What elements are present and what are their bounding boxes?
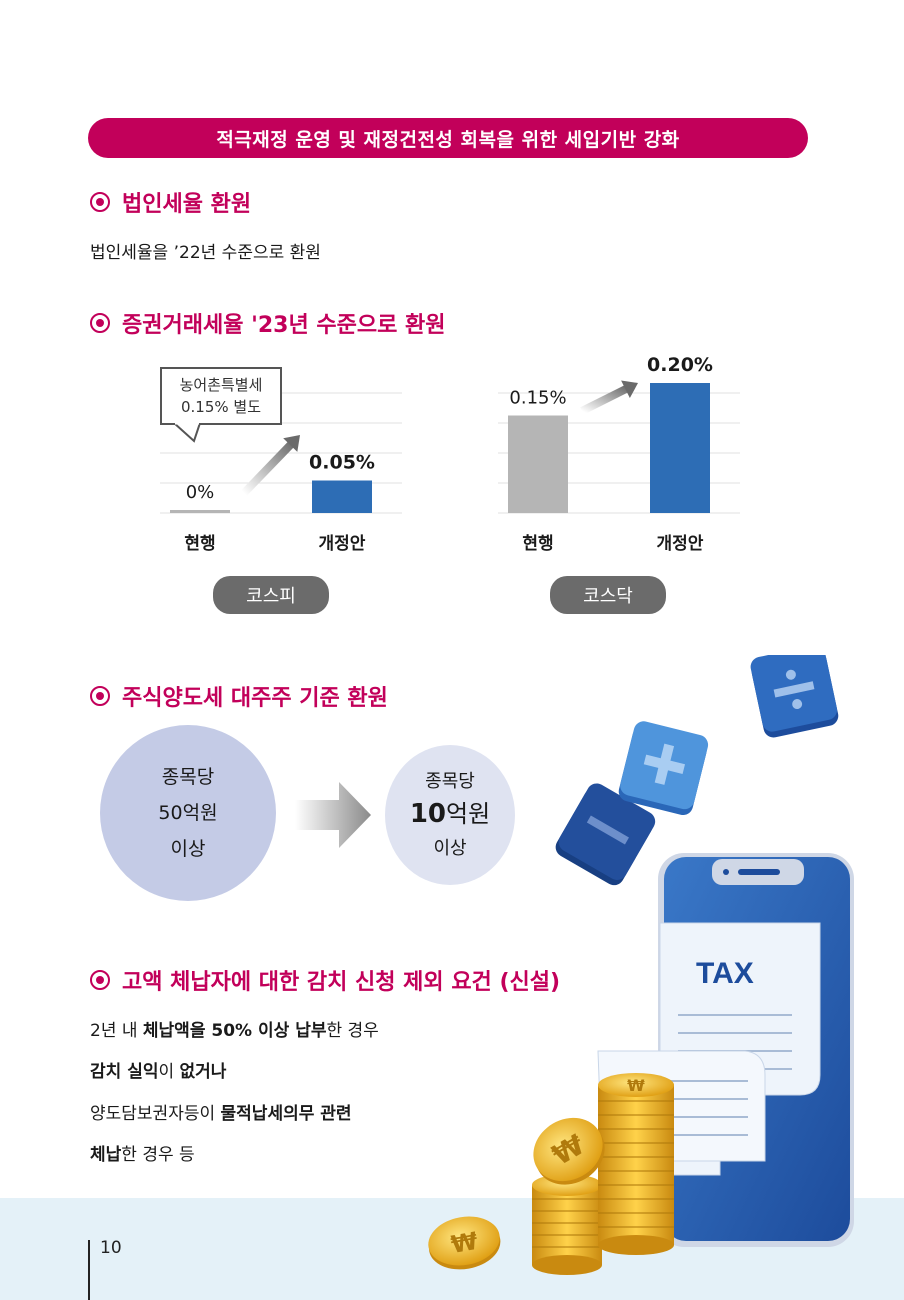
division-icon [750, 655, 839, 738]
bullet-icon [90, 313, 110, 333]
tax-label: TAX [696, 957, 754, 990]
data-label: 0% [186, 482, 215, 503]
tax-illustration: TAX [428, 655, 854, 1275]
callout-tail [172, 423, 202, 443]
text: 2년 내 [90, 1021, 143, 1041]
plus-icon [618, 721, 709, 816]
callout-line2: 0.15% 별도 [180, 398, 262, 416]
kospi-label: 코스피 [213, 576, 329, 614]
data-label: 0.20% [647, 354, 713, 376]
bar-개정안 [312, 480, 372, 513]
section-title-corporate-tax: 법인세율 환원 [90, 186, 251, 218]
section-title-text: 법인세율 환원 [122, 192, 252, 217]
circle-text: 종목당 [161, 766, 215, 788]
text: 이 [158, 1062, 180, 1082]
growth-arrow-shaft [241, 439, 296, 496]
category-label: 현행 [184, 534, 215, 554]
rural-tax-callout: 농어촌특별세 0.15% 별도 [160, 367, 282, 425]
arrears-line-3: 양도담보권자등이 물적납세의무 관련 [90, 1099, 352, 1124]
text: 한 경우 등 [121, 1145, 195, 1165]
section-title-arrears: 고액 체납자에 대한 감치 신청 제외 요건 (신설) [90, 964, 560, 996]
section-title-text: 증권거래세율 '23년 수준으로 환원 [122, 313, 446, 338]
circle-text: 이상 [433, 837, 467, 859]
section-banner: 적극재정 운영 및 재정건전성 회복을 위한 세입기반 강화 [88, 118, 808, 158]
right-arrow-icon [295, 782, 371, 848]
arrears-line-2: 감치 실익이 없거나 [90, 1057, 226, 1082]
circle-amount: 10억원 [410, 798, 490, 833]
bar-현행 [508, 415, 568, 513]
securities-tax-charts: 0% 현행 0.05% 개정안 0.15% 현행 0.20% 개정안 [160, 354, 740, 554]
growth-arrow-shaft [580, 383, 631, 415]
kosdaq-label: 코스닥 [550, 576, 666, 614]
bar-현행 [170, 510, 230, 513]
won-coin-icon: ₩ ₩ ₩ [428, 1073, 674, 1275]
section-title-text: 고액 체납자에 대한 감치 신청 제외 요건 (신설) [122, 970, 561, 995]
section-title-capital-gains: 주식양도세 대주주 기준 환원 [90, 680, 388, 712]
section-title-securities-tax: 증권거래세율 '23년 수준으로 환원 [90, 307, 445, 339]
callout-line1: 농어촌특별세 [179, 376, 263, 394]
bar-개정안 [650, 383, 710, 513]
category-label: 현행 [522, 534, 553, 554]
corporate-tax-body: 법인세율을 ’22년 수준으로 환원 [90, 243, 321, 263]
svg-text:₩: ₩ [449, 1227, 480, 1259]
text-bold: 감치 실익 [90, 1062, 159, 1082]
bullet-icon [90, 686, 110, 706]
data-label: 0.15% [509, 388, 566, 409]
text-bold: 체납 [90, 1145, 122, 1165]
data-label: 0.05% [309, 452, 375, 474]
minus-icon [555, 783, 656, 886]
category-label: 개정안 [319, 534, 366, 554]
circle-amount: 50억원 [158, 802, 218, 824]
growth-arrow-head [283, 435, 300, 452]
category-label: 개정안 [657, 534, 704, 554]
new-threshold-circle: 종목당 10억원 이상 [385, 745, 515, 885]
circle-text: 종목당 [425, 770, 475, 792]
text-bold: 체납액을 50% 이상 납부 [142, 1021, 327, 1041]
page-divider [88, 1240, 90, 1300]
section-title-text: 주식양도세 대주주 기준 환원 [122, 686, 388, 711]
svg-text:₩: ₩ [627, 1076, 645, 1095]
bullet-icon [90, 192, 110, 212]
bullet-icon [90, 970, 110, 990]
text: 한 경우 [326, 1021, 379, 1041]
text: 양도담보권자등이 [90, 1104, 221, 1124]
text-bold: 물적납세의무 관련 [220, 1104, 352, 1124]
current-threshold-circle: 종목당 50억원 이상 [100, 725, 276, 901]
circle-text: 이상 [170, 838, 206, 860]
arrears-line-1: 2년 내 체납액을 50% 이상 납부한 경우 [90, 1016, 379, 1041]
arrears-line-4: 체납한 경우 등 [90, 1140, 195, 1165]
page-number: 10 [100, 1238, 122, 1258]
text-bold: 없거나 [179, 1062, 227, 1082]
growth-arrow-head [621, 380, 638, 399]
amount-number: 10 [409, 798, 446, 829]
amount-unit: 억원 [446, 799, 491, 828]
